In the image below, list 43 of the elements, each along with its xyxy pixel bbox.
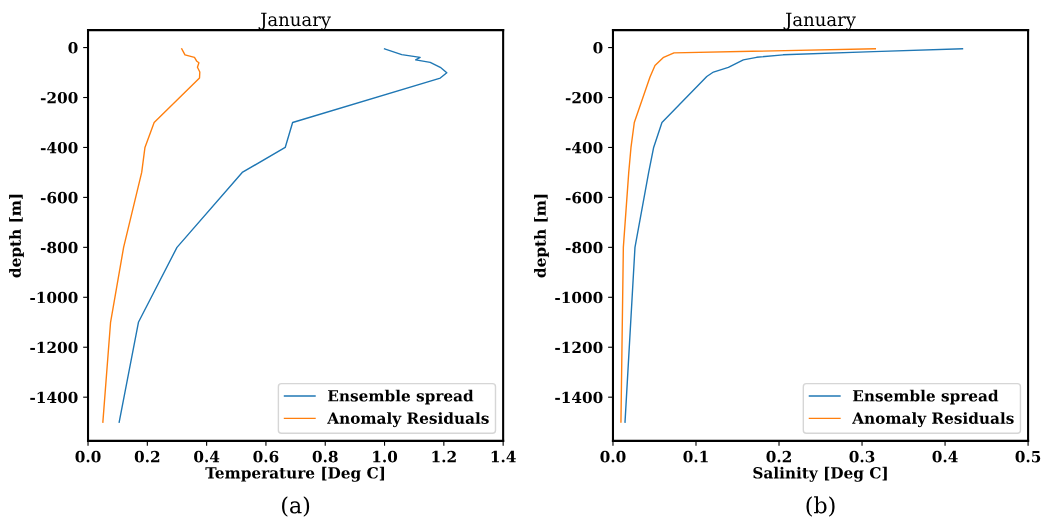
x-tick-label: 1.0	[373, 450, 398, 463]
y-tick-label: -200	[40, 91, 78, 104]
y-tick-label: -1400	[555, 391, 603, 404]
x-tick-label: 0.0	[75, 450, 101, 463]
x-tick-label: 1.2	[432, 450, 456, 463]
y-tick-label: -1000	[30, 291, 78, 304]
x-tick-label: 1.4	[491, 450, 516, 463]
x-tick-label: 0.6	[253, 450, 279, 463]
x-tick-label: 0.3	[849, 450, 875, 463]
line-series	[102, 48, 201, 423]
y-tick-label: -200	[565, 91, 603, 104]
text: (a)	[282, 496, 310, 517]
y-tick-label: -1200	[555, 341, 603, 354]
chart-title: January	[258, 12, 331, 30]
x-tick-label: 0.0	[600, 450, 626, 463]
y-tick-label: -1000	[555, 291, 603, 304]
y-tick-label: -800	[40, 241, 78, 254]
y-tick-label: 0	[593, 42, 603, 54]
x-axis-title: Temperature [Deg C]	[205, 466, 385, 482]
y-tick-label: 0	[68, 42, 78, 54]
x-tick-label: 0.4	[932, 450, 958, 463]
legend-label: Anomaly Residuals	[852, 412, 1014, 428]
x-tick-label: 0.5	[1015, 450, 1041, 463]
y-tick-label: -600	[565, 191, 603, 204]
legend-label: Ensemble spread	[852, 389, 999, 405]
chart-title: January	[783, 12, 856, 30]
x-tick-label: 0.4	[194, 450, 220, 463]
legend-label: Ensemble spread	[327, 389, 474, 405]
y-tick-label: -400	[565, 141, 603, 154]
x-tick-label: 0.8	[312, 450, 338, 463]
y-tick-label: -400	[40, 141, 78, 154]
y-tick-label: -1200	[30, 341, 78, 354]
x-tick-label: 0.1	[683, 450, 708, 463]
y-axis-title: depth [m]	[534, 194, 549, 278]
x-axis-title: Salinity [Deg C]	[753, 466, 887, 482]
x-tick-label: 0.2	[134, 450, 160, 463]
y-tick-label: -1400	[30, 391, 78, 404]
x-tick-label: 0.2	[766, 450, 791, 463]
y-axis-title: depth [m]	[9, 194, 24, 278]
y-tick-label: -800	[565, 241, 603, 254]
y-tick-label: -600	[40, 191, 78, 204]
text: (b)	[806, 496, 835, 517]
legend-label: Anomaly Residuals	[327, 412, 489, 428]
